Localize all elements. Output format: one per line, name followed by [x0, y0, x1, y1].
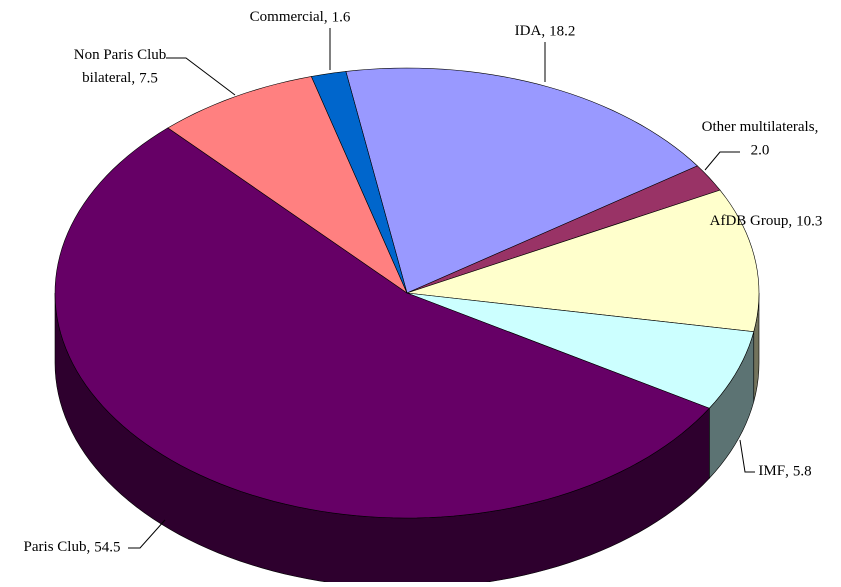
leader-line	[128, 519, 166, 549]
separator: ,	[541, 23, 545, 39]
label-line: IMF	[758, 463, 785, 479]
leader-line	[739, 439, 755, 473]
leader-line	[166, 57, 236, 96]
label-line: Non Paris Club	[74, 47, 167, 63]
slice	[54, 127, 710, 519]
separator: ,	[324, 9, 328, 25]
slice	[406, 189, 760, 333]
slice	[167, 76, 408, 294]
slice-label: IMF	[758, 463, 785, 479]
separator: ,	[86, 539, 90, 555]
label-line: Paris Club	[24, 539, 87, 555]
slice-label: Other multilaterals	[702, 119, 815, 135]
separator: ,	[785, 463, 789, 479]
slice	[345, 67, 698, 294]
label-line: IDA	[515, 23, 542, 39]
label-line: bilateral	[82, 70, 131, 86]
value-label: 1.6	[332, 9, 351, 25]
slice-label: IDA	[515, 23, 542, 39]
leader-line	[704, 151, 740, 171]
slice-label: Commercial	[250, 9, 324, 25]
slice	[406, 292, 755, 409]
value-label: 2.0	[751, 142, 770, 158]
value-label: 7.5	[139, 70, 158, 86]
value-label: 10.3	[796, 213, 822, 229]
slice	[310, 71, 408, 294]
separator: ,	[131, 70, 135, 86]
label-line: Other multilaterals	[702, 119, 815, 135]
value-label: 5.8	[793, 463, 812, 479]
label-line: AfDB Group	[710, 213, 789, 229]
value-label: 54.5	[94, 539, 120, 555]
separator: ,	[815, 119, 819, 135]
label-line: Commercial	[250, 9, 324, 25]
value-label: 18.2	[549, 23, 575, 39]
slice-label: Paris Club	[24, 539, 87, 555]
slice-label: AfDB Group	[710, 213, 789, 229]
separator: ,	[788, 213, 792, 229]
slice-label: Non Paris Club bilateral	[74, 47, 167, 86]
